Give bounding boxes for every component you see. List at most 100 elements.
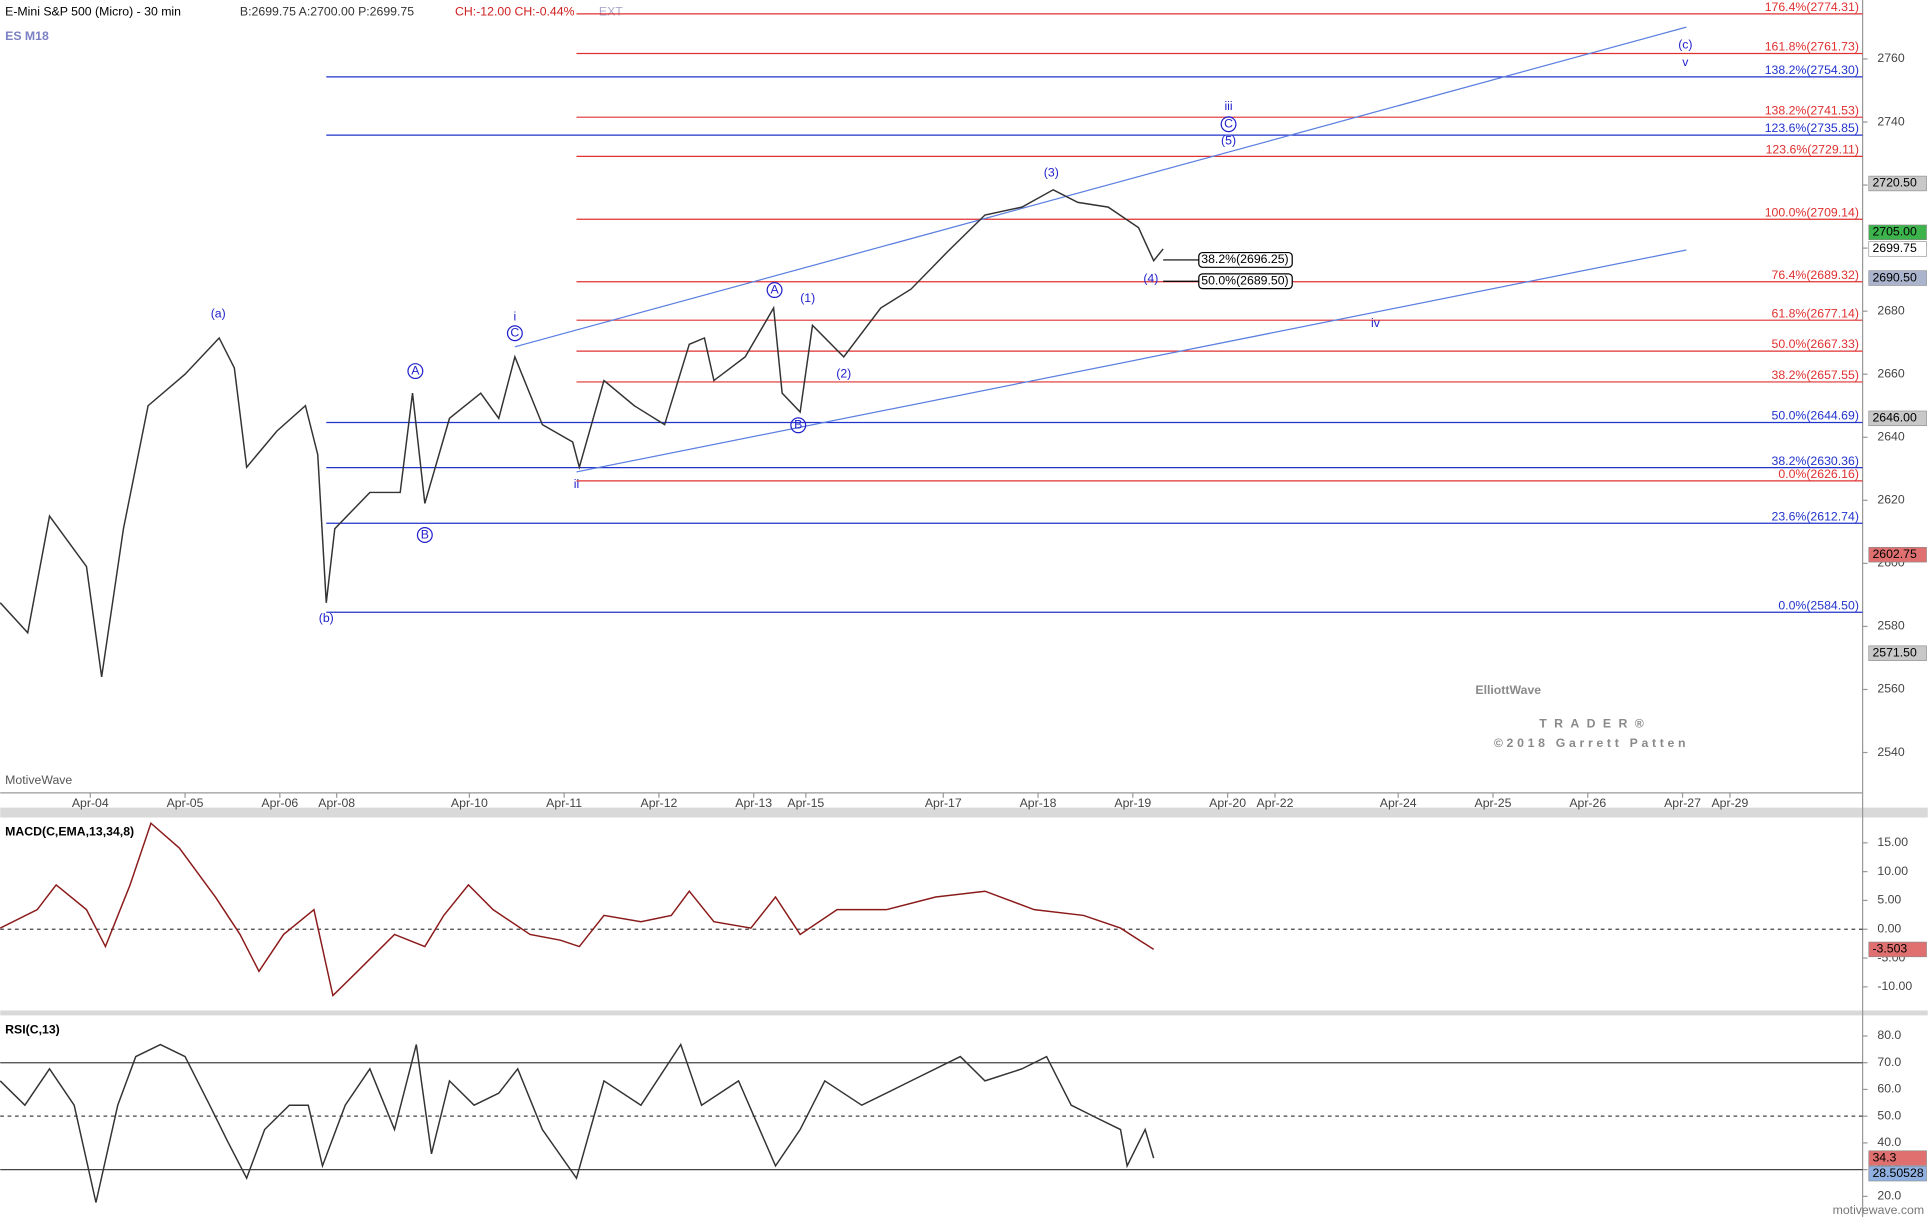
price-marker — [1868, 224, 1927, 241]
x-tick-label: Apr-17 — [925, 796, 962, 810]
y-tick-label: 40.0 — [1877, 1135, 1901, 1149]
y-tick-label: 5.00 — [1877, 893, 1901, 907]
wave-label: B — [794, 418, 802, 432]
x-tick-label: Apr-10 — [451, 796, 488, 810]
wave-label: iii — [1224, 99, 1232, 113]
fib-label: 38.2%(2630.36) — [1772, 454, 1859, 468]
price-marker-label: 34.3 — [1872, 1150, 1896, 1164]
wave-label: (4) — [1143, 271, 1158, 285]
fib-label: 76.4%(2689.32) — [1772, 268, 1859, 282]
x-tick-label: Apr-24 — [1380, 796, 1417, 810]
wave-label: v — [1682, 55, 1689, 69]
x-tick-label: Apr-25 — [1475, 796, 1512, 810]
logo-subtitle: TRADER® — [1539, 716, 1651, 730]
x-tick-label: Apr-19 — [1114, 796, 1151, 810]
price-marker — [1868, 1165, 1927, 1182]
x-tick-label: Apr-27 — [1664, 796, 1701, 810]
fib-label: 161.8%(2761.73) — [1765, 40, 1859, 54]
x-tick-label: Apr-26 — [1569, 796, 1606, 810]
wave-label: (2) — [836, 366, 851, 380]
y-tick-label: 2680 — [1877, 303, 1904, 317]
price-marker-label: -3.503 — [1872, 942, 1907, 956]
x-tick-label: Apr-04 — [72, 796, 109, 810]
y-tick-label: 2760 — [1877, 51, 1904, 65]
wave-label: ii — [574, 477, 579, 491]
fib-label: 38.2%(2657.55) — [1772, 368, 1859, 382]
wave-circle — [407, 363, 424, 380]
price-marker — [1868, 645, 1927, 661]
wave-label: (b) — [319, 611, 334, 625]
series-line — [0, 821, 1155, 997]
logo-title: ElliottWave — [1475, 683, 1541, 697]
price-marker-label: 2720.50 — [1872, 176, 1917, 190]
y-tick-label: 60.0 — [1877, 1082, 1901, 1096]
wave-label: A — [770, 282, 779, 296]
wave-label: C — [1224, 116, 1233, 130]
y-tick-label: -10.00 — [1877, 979, 1912, 993]
price-marker — [1868, 547, 1927, 563]
wave-circle — [506, 325, 523, 342]
x-tick-label: Apr-22 — [1257, 796, 1294, 810]
site: motivewave.com — [1833, 1203, 1924, 1217]
price-marker-label: 2690.50 — [1872, 270, 1917, 284]
quote: B:2699.75 A:2700.00 P:2699.75 — [240, 5, 414, 19]
fib-label: 100.0%(2709.14) — [1765, 205, 1859, 219]
chart-title: E-Mini S&P 500 (Micro) - 30 min — [5, 5, 181, 19]
price-marker-label: 2602.75 — [1872, 547, 1917, 561]
callout-box — [1198, 273, 1293, 290]
callout-box — [1198, 251, 1293, 268]
fib-label: 61.8%(2677.14) — [1772, 306, 1859, 320]
x-tick-label: Apr-12 — [641, 796, 678, 810]
price-marker — [1868, 241, 1927, 257]
wave-label: B — [421, 527, 429, 541]
fib-label: 50.0%(2667.33) — [1772, 337, 1859, 351]
y-tick-label: 50.0 — [1877, 1108, 1901, 1122]
copyright: ©2018 Garrett Patten — [1494, 736, 1689, 750]
symbol: ES M18 — [5, 29, 49, 43]
ext: EXT — [599, 5, 623, 19]
wave-circle — [1220, 116, 1237, 133]
x-tick-label: Apr-13 — [735, 796, 772, 810]
pane-separator — [0, 807, 1928, 818]
y-tick-label: 2560 — [1877, 682, 1904, 696]
callout-label: 38.2%(2696.25) — [1201, 252, 1288, 266]
price-marker-label: 2646.00 — [1872, 411, 1917, 425]
fib-label: 23.6%(2612.74) — [1772, 509, 1859, 523]
wave-label: (a) — [211, 307, 226, 321]
series-line — [0, 1042, 1155, 1203]
fib-label: 0.0%(2626.16) — [1778, 467, 1859, 481]
fib-label: 123.6%(2729.11) — [1766, 142, 1859, 156]
price-marker-label: 2705.00 — [1872, 225, 1917, 239]
x-tick-label: Apr-06 — [261, 796, 298, 810]
price-marker — [1868, 410, 1927, 427]
y-tick-label: 10.00 — [1877, 864, 1908, 878]
y-tick-label: 80.0 — [1877, 1028, 1901, 1042]
y-tick-label: 20.0 — [1877, 1189, 1901, 1203]
wave-circle — [790, 417, 807, 434]
price-marker-label: 2571.50 — [1872, 645, 1917, 659]
pane-title: MACD(C,EMA,13,34,8) — [5, 824, 134, 838]
price-marker — [1868, 270, 1927, 286]
pane-title: RSI(C,13) — [5, 1022, 60, 1036]
trendline — [576, 249, 1687, 473]
y-tick-label: 70.0 — [1877, 1055, 1901, 1069]
fib-label: 138.2%(2741.53) — [1765, 103, 1859, 117]
price-marker — [1868, 941, 1927, 958]
callout-label: 50.0%(2689.50) — [1201, 273, 1288, 287]
wave-label: (3) — [1044, 166, 1059, 180]
x-tick-label: Apr-15 — [787, 796, 824, 810]
price-marker — [1868, 175, 1927, 192]
x-tick-label: Apr-11 — [546, 796, 582, 810]
platform: MotiveWave — [5, 773, 72, 787]
fib-label: 123.6%(2735.85) — [1765, 121, 1859, 135]
change: CH:-12.00 CH:-0.44% — [455, 5, 575, 19]
x-tick-label: Apr-08 — [318, 796, 355, 810]
wave-label: (1) — [800, 291, 815, 305]
wave-circle — [416, 527, 433, 543]
fib-label: 176.4%(2774.31) — [1765, 0, 1859, 14]
fib-label: 0.0%(2584.50) — [1778, 598, 1859, 612]
x-tick-label: Apr-20 — [1209, 796, 1246, 810]
